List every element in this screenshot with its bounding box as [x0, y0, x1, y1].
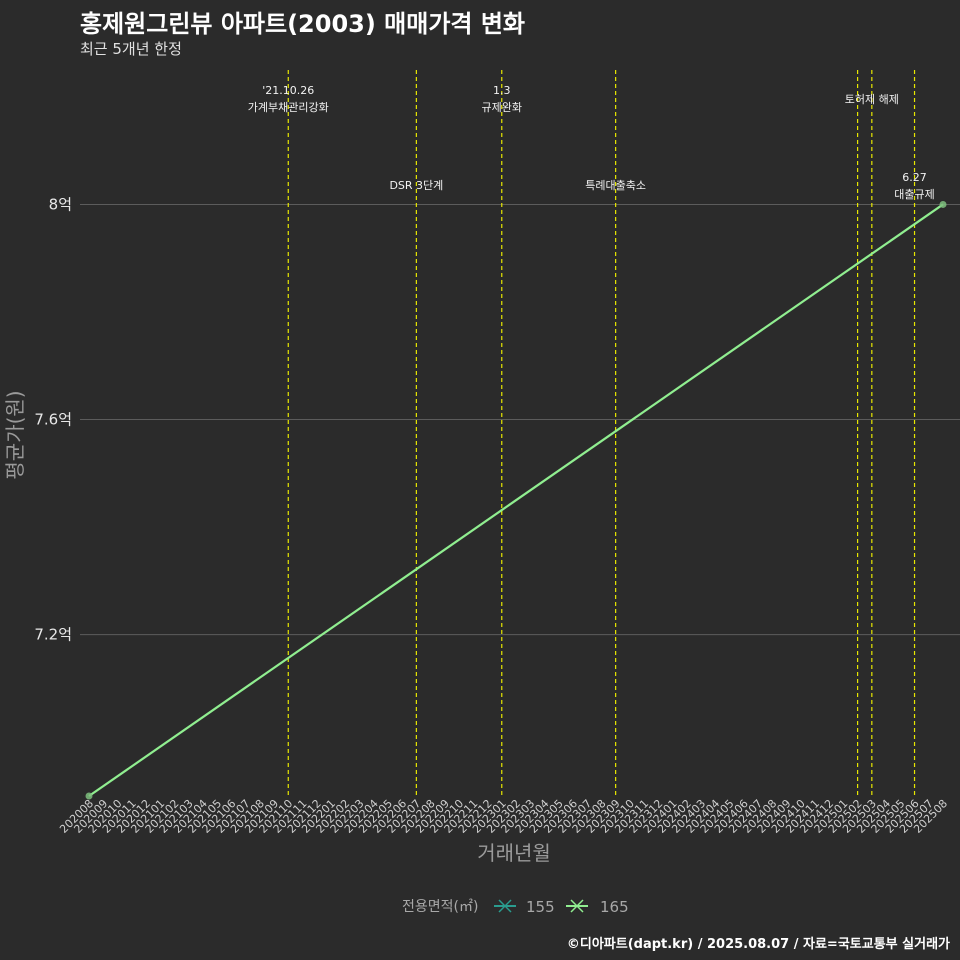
event-annotation: '21.10.26: [262, 84, 314, 97]
series-point-165: [85, 792, 93, 800]
chart-subtitle: 최근 5개년 한정: [80, 40, 182, 58]
y-axis-title: 평균가(원): [3, 390, 27, 479]
legend-label-165: 165: [600, 898, 629, 916]
event-annotation: 특례대출축소: [585, 179, 646, 192]
y-tick-label: 7.6억: [34, 411, 72, 429]
y-tick-labels: 7.2억 7.6억 8억: [34, 195, 72, 643]
chart-title: 홍제원그린뷰 아파트(2003) 매매가격 변화: [80, 10, 525, 38]
event-annotation: 토허제 해제: [845, 92, 899, 106]
event-annotation: DSR 3단계: [389, 179, 443, 192]
series-lines: [85, 200, 947, 800]
x-axis-title: 거래년월: [477, 841, 551, 865]
source-caption: ©디아파트(dapt.kr) / 2025.08.07 / 자료=국토교통부 실…: [566, 937, 950, 952]
legend-item-165: 165: [566, 898, 629, 916]
grid-lines: [80, 203, 960, 636]
event-annotation: 규제완화: [482, 101, 522, 114]
y-tick-label: 8억: [49, 195, 72, 213]
series-line-165: [88, 203, 944, 797]
event-annotation: 1.3: [493, 84, 511, 97]
legend: 전용면적(㎡) 155 165: [402, 898, 629, 916]
series-point-165: [939, 200, 947, 208]
event-annotation: 대출규제: [894, 188, 934, 201]
event-annotation: 6.27: [902, 171, 927, 184]
legend-item-155: 155: [494, 898, 555, 916]
y-tick-label: 7.2억: [34, 626, 72, 644]
event-annotation: 가계부채관리강화: [248, 101, 329, 114]
x-tick-labels: 2020082020092020102020112020122021012021…: [57, 797, 950, 836]
legend-title: 전용면적(㎡): [402, 899, 478, 915]
legend-label-155: 155: [526, 898, 555, 916]
